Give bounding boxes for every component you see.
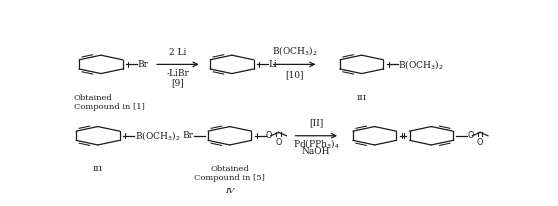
Text: 2 Li: 2 Li	[169, 48, 186, 57]
Text: Obtained
Compound in [5]: Obtained Compound in [5]	[194, 165, 265, 182]
Text: B(OCH$_3$)$_2$: B(OCH$_3$)$_2$	[398, 58, 444, 71]
Text: Li: Li	[269, 60, 277, 69]
Text: [II]: [II]	[309, 118, 324, 127]
Text: [10]: [10]	[285, 71, 304, 80]
Text: IV: IV	[225, 187, 234, 195]
Text: III: III	[93, 165, 103, 173]
Text: O: O	[276, 138, 282, 147]
Text: Br: Br	[138, 60, 148, 69]
Text: B(OCH$_3$)$_2$: B(OCH$_3$)$_2$	[272, 44, 318, 57]
Text: NaOH: NaOH	[302, 147, 330, 156]
Text: Pd(PPh$_3$)$_4$: Pd(PPh$_3$)$_4$	[293, 137, 340, 150]
Text: O: O	[266, 131, 272, 140]
Text: O: O	[467, 131, 474, 140]
Text: B(OCH$_3$)$_2$: B(OCH$_3$)$_2$	[134, 129, 180, 142]
Text: Obtained
Compound in [1]: Obtained Compound in [1]	[74, 94, 145, 111]
Text: III: III	[357, 94, 367, 102]
Text: O: O	[477, 138, 483, 147]
Text: Br: Br	[182, 131, 193, 140]
Text: [9]: [9]	[171, 78, 184, 87]
Text: -LiBr: -LiBr	[166, 69, 189, 78]
